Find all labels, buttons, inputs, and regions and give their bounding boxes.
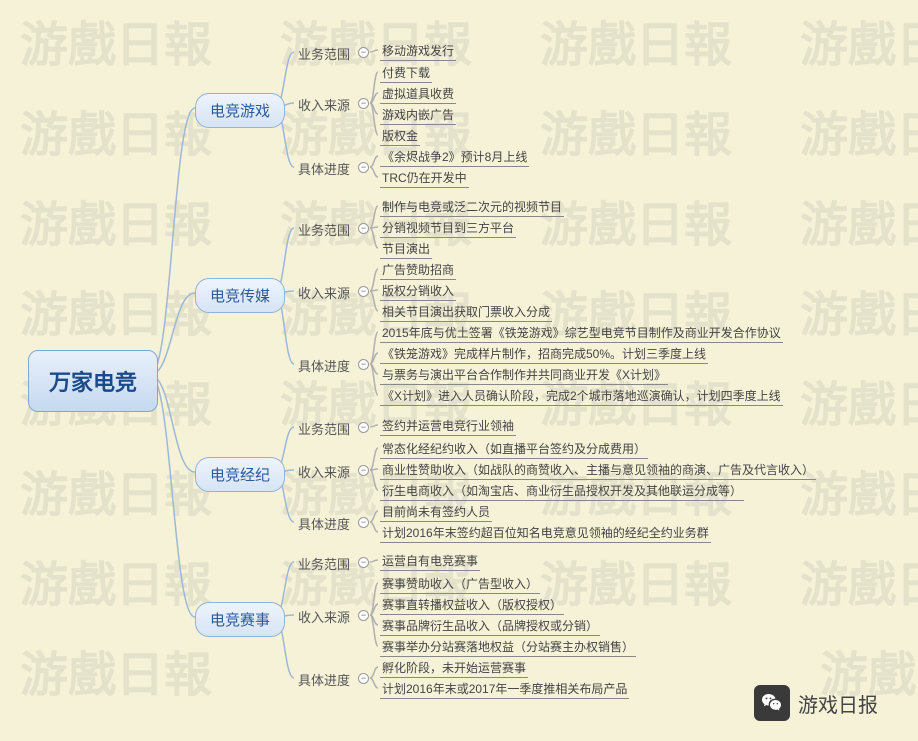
branch-node[interactable]: 电竞传媒 (195, 278, 285, 313)
leaf-node[interactable]: 目前尚未有签约人员 (380, 503, 492, 522)
watermark-text: 游戲日報 (20, 635, 212, 705)
leaf-node[interactable]: 付费下载 (380, 64, 432, 83)
leaf-node[interactable]: 与票务与演出平台合作制作并共同商业开发《X计划》 (380, 366, 668, 385)
leaf-node[interactable]: 《X计划》进入人员确认阶段，完成2个城市落地巡演确认，计划四季度上线 (380, 387, 783, 406)
leaf-node[interactable]: 版权分销收入 (380, 282, 456, 301)
leaf-node[interactable]: 赛事赞助收入（广告型收入） (380, 575, 540, 594)
watermark-text: 游戲日報 (280, 5, 472, 75)
mindmap-container: 游戲日報游戲日報游戲日報游戲日報游戲日報游戲日報游戲日報游戲日報游戲日報游戲日報… (0, 0, 918, 741)
leaf-node[interactable]: 赛事直转播权益收入（版权授权） (380, 596, 564, 615)
collapse-toggle-icon[interactable]: − (358, 47, 369, 58)
leaf-node[interactable]: 制作与电竞或泛二次元的视频节目 (380, 198, 564, 217)
leaf-node[interactable]: 商业性赞助收入（如战队的商赞收入、主播与意见领袖的商演、广告及代言收入） (380, 461, 816, 480)
collapse-toggle-icon[interactable]: − (358, 223, 369, 234)
watermark-text: 游戲日報 (800, 455, 918, 525)
collapse-toggle-icon[interactable]: − (358, 162, 369, 173)
group-label[interactable]: 具体进度 (298, 159, 350, 178)
leaf-node[interactable]: 《余烬战争2》预计8月上线 (380, 148, 529, 167)
watermark-text: 游戲日報 (800, 185, 918, 255)
branch-node[interactable]: 电竞赛事 (195, 602, 285, 637)
footer-text: 游戏日报 (798, 689, 878, 718)
group-label[interactable]: 收入来源 (298, 462, 350, 481)
leaf-node[interactable]: 游戏内嵌广告 (380, 106, 456, 125)
leaf-node[interactable]: 运营自有电竞赛事 (380, 552, 480, 571)
group-label[interactable]: 业务范围 (298, 220, 350, 239)
collapse-toggle-icon[interactable]: − (358, 422, 369, 433)
leaf-node[interactable]: 相关节目演出获取门票收入分成 (380, 303, 552, 322)
collapse-toggle-icon[interactable]: − (358, 98, 369, 109)
leaf-node[interactable]: 版权金 (380, 127, 420, 146)
leaf-node[interactable]: TRC仍在开发中 (380, 169, 469, 188)
watermark-text: 游戲日報 (20, 545, 212, 615)
leaf-node[interactable]: 计划2016年末签约超百位知名电竞意见领袖的经纪全约业务群 (380, 524, 711, 543)
watermark-text: 游戲日報 (800, 95, 918, 165)
group-label[interactable]: 业务范围 (298, 44, 350, 63)
leaf-node[interactable]: 常态化经纪约收入（如直播平台签约及分成费用） (380, 440, 648, 459)
leaf-node[interactable]: 签约并运营电竞行业领袖 (380, 417, 516, 436)
group-label[interactable]: 具体进度 (298, 514, 350, 533)
leaf-node[interactable]: 孵化阶段，未开始运营赛事 (380, 659, 528, 678)
collapse-toggle-icon[interactable]: − (358, 557, 369, 568)
collapse-toggle-icon[interactable]: − (358, 286, 369, 297)
leaf-node[interactable]: 衍生电商收入（如淘宝店、商业衍生品授权开发及其他联运分成等） (380, 482, 744, 501)
wechat-icon (754, 685, 790, 721)
watermark-text: 游戲日報 (20, 185, 212, 255)
leaf-node[interactable]: 计划2016年末或2017年一季度推相关布局产品 (380, 680, 629, 699)
collapse-toggle-icon[interactable]: − (358, 517, 369, 528)
group-label[interactable]: 具体进度 (298, 670, 350, 689)
leaf-node[interactable]: 2015年底与优土签署《铁笼游戏》综艺型电竞节目制作及商业开发合作协议 (380, 324, 783, 343)
leaf-node[interactable]: 《铁笼游戏》完成样片制作，招商完成50%。计划三季度上线 (380, 345, 708, 364)
group-label[interactable]: 收入来源 (298, 607, 350, 626)
watermark-text: 游戲日報 (540, 5, 732, 75)
footer-logo: 游戏日报 (754, 685, 878, 721)
watermark-text: 游戲日報 (20, 455, 212, 525)
group-label[interactable]: 收入来源 (298, 95, 350, 114)
branch-node[interactable]: 电竞游戏 (195, 93, 285, 128)
leaf-node[interactable]: 节目演出 (380, 240, 432, 259)
leaf-node[interactable]: 赛事品牌衍生品收入（品牌授权或分销） (380, 617, 600, 636)
watermark-text: 游戲日報 (800, 275, 918, 345)
root-node[interactable]: 万家电竞 (28, 350, 158, 412)
leaf-node[interactable]: 分销视频节目到三方平台 (380, 219, 516, 238)
root-label: 万家电竞 (49, 370, 137, 395)
group-label[interactable]: 业务范围 (298, 419, 350, 438)
watermark-text: 游戲日報 (800, 5, 918, 75)
watermark-text: 游戲日報 (800, 365, 918, 435)
collapse-toggle-icon[interactable]: − (358, 610, 369, 621)
watermark-text: 游戲日報 (20, 95, 212, 165)
branch-node[interactable]: 电竞经纪 (195, 457, 285, 492)
group-label[interactable]: 收入来源 (298, 283, 350, 302)
watermark-text: 游戲日報 (540, 95, 732, 165)
group-label[interactable]: 业务范围 (298, 554, 350, 573)
watermark-text: 游戲日報 (20, 5, 212, 75)
leaf-node[interactable]: 广告赞助招商 (380, 261, 456, 280)
watermark-text: 游戲日報 (20, 275, 212, 345)
watermark-text: 游戲日報 (540, 185, 732, 255)
collapse-toggle-icon[interactable]: − (358, 359, 369, 370)
leaf-node[interactable]: 赛事举办分站赛落地权益（分站赛主办权销售） (380, 638, 636, 657)
group-label[interactable]: 具体进度 (298, 356, 350, 375)
watermark-text: 游戲日報 (540, 545, 732, 615)
collapse-toggle-icon[interactable]: − (358, 673, 369, 684)
watermark-text: 游戲日報 (800, 545, 918, 615)
collapse-toggle-icon[interactable]: − (358, 465, 369, 476)
leaf-node[interactable]: 虚拟道具收费 (380, 85, 456, 104)
leaf-node[interactable]: 移动游戏发行 (380, 42, 456, 61)
